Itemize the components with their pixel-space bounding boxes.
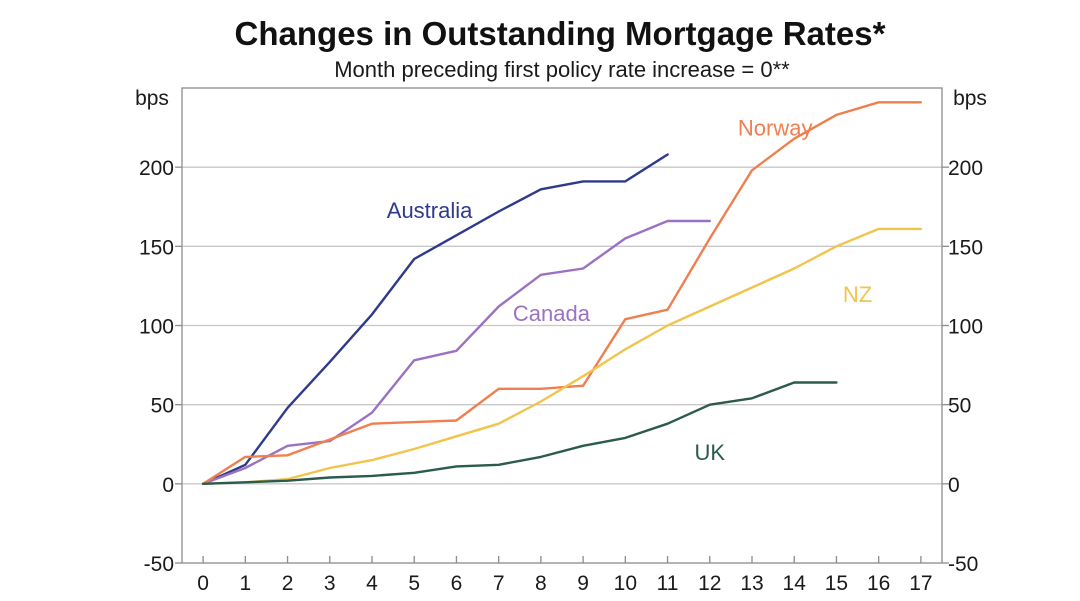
chart-subtitle: Month preceding first policy rate increa… (334, 57, 790, 82)
x-tick-label: 6 (451, 572, 463, 595)
y-tick-label-left: -50 (144, 553, 174, 576)
series-label-uk: UK (694, 440, 725, 465)
series-label-australia: Australia (387, 198, 473, 223)
x-tick-label: 5 (408, 572, 420, 595)
y-tick-label-left: 0 (162, 474, 174, 497)
x-tick-label: 0 (197, 572, 209, 595)
y-tick-label-right: 0 (948, 474, 960, 497)
y-tick-label-right: 200 (948, 157, 983, 180)
chart-title: Changes in Outstanding Mortgage Rates* (235, 15, 886, 52)
x-tick-label: 16 (867, 572, 890, 595)
y-tick-label-right: 150 (948, 236, 983, 259)
series-line-uk (201, 381, 838, 485)
y-tick-label-right: -50 (948, 553, 978, 576)
series-label-norway: Norway (738, 116, 813, 141)
x-tick-label: 2 (282, 572, 294, 595)
x-tick-label: 14 (783, 572, 807, 595)
series-label-canada: Canada (513, 301, 591, 326)
series-lines (201, 101, 923, 485)
x-tick-label: 7 (493, 572, 505, 595)
x-tick-label: 15 (825, 572, 848, 595)
series-line-norway (201, 101, 923, 485)
x-tick-label: 9 (577, 572, 589, 595)
y-tick-label-left: 150 (139, 236, 174, 259)
x-tick-label: 17 (909, 572, 932, 595)
y-tick-label-right: 100 (948, 316, 983, 339)
series-label-nz: NZ (843, 282, 872, 307)
series-labels: Australia Canada Norway NZ UK (387, 116, 872, 466)
y-tick-label-left: 200 (139, 157, 174, 180)
gridlines (182, 166, 942, 485)
x-tick-label: 1 (239, 572, 251, 595)
x-tick-label: 10 (614, 572, 637, 595)
y-tick-label-left: 50 (151, 395, 174, 418)
series-line-australia (201, 153, 669, 485)
y-axis-unit-left: bps (135, 87, 169, 110)
series-line-nz (201, 227, 923, 485)
x-tick-label: 13 (740, 572, 763, 595)
series-line-canada (201, 219, 711, 485)
y-axis-unit-right: bps (953, 87, 987, 110)
x-tick-label: 4 (366, 572, 378, 595)
y-tick-label-right: 50 (948, 395, 971, 418)
y-tick-label-left: 100 (139, 316, 174, 339)
x-tick-label: 8 (535, 572, 547, 595)
x-tick-label: 12 (698, 572, 721, 595)
x-tick-label: 3 (324, 572, 336, 595)
x-tick-label: 11 (657, 572, 679, 595)
